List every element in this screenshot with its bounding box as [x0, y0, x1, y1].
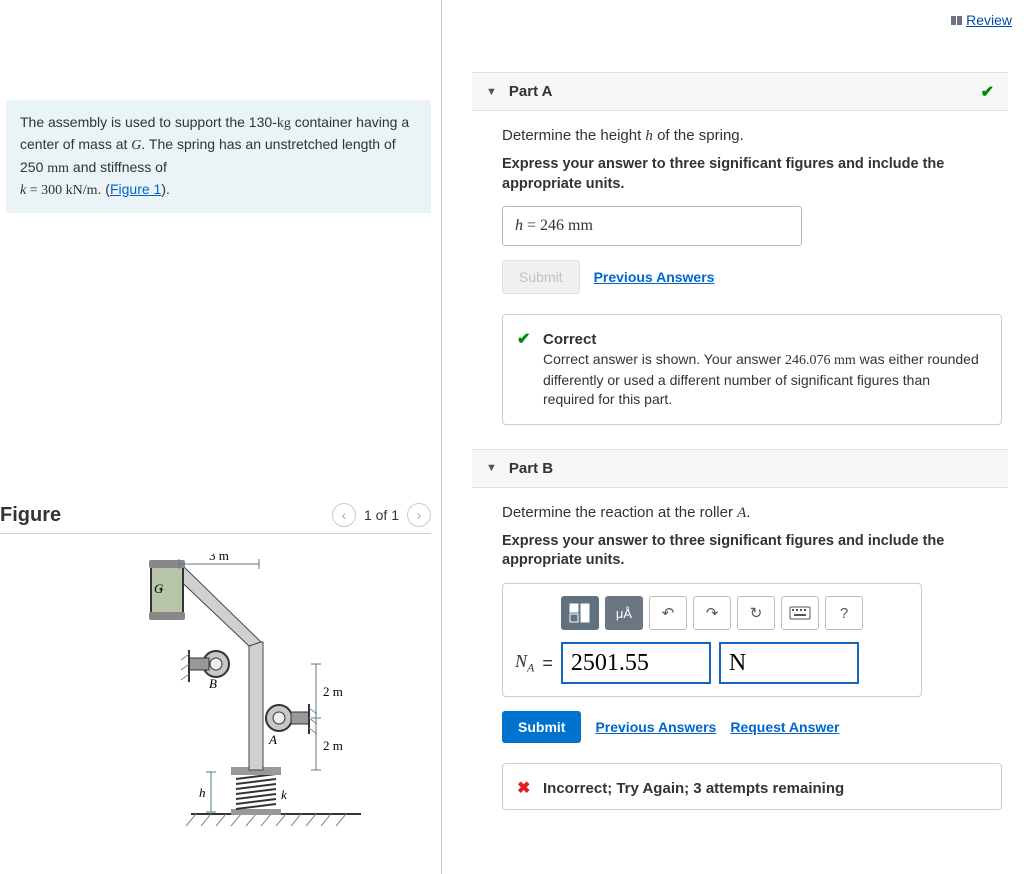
undo-button[interactable]: ↶	[649, 596, 687, 630]
figure-section: Figure ‹ 1 of 1 ›	[0, 503, 441, 837]
check-icon: ✔	[981, 82, 994, 102]
svg-text:k: k	[281, 787, 287, 802]
feedback-title: Correct	[543, 331, 596, 348]
part-a-feedback: ✔ Correct Correct answer is shown. Your …	[502, 314, 1002, 425]
reset-button[interactable]: ↻	[737, 596, 775, 630]
x-icon: ✖	[517, 778, 530, 800]
part-b-section: ▼ Part B Determine the reaction at the r…	[472, 449, 1008, 810]
part-b-prompt: Determine the reaction at the roller A.	[502, 504, 1002, 522]
figure-link[interactable]: Figure 1	[110, 181, 161, 197]
part-b-instructions: Express your answer to three significant…	[502, 532, 1002, 571]
feedback-text: Incorrect; Try Again; 3 attempts remaini…	[543, 780, 844, 797]
figure-count: 1 of 1	[364, 507, 399, 523]
previous-answers-link[interactable]: Previous Answers	[594, 269, 715, 285]
part-a-title: Part A	[509, 83, 553, 100]
problem-text: The assembly is used to support the 130-	[20, 114, 277, 130]
unit-kg: kg	[277, 116, 291, 131]
part-a-answer-box: h = 246 mm	[502, 206, 802, 246]
problem-text: and stiffness of	[69, 159, 167, 175]
unit-input[interactable]	[719, 642, 859, 684]
problem-text: . (	[98, 181, 110, 197]
request-answer-link[interactable]: Request Answer	[730, 719, 839, 735]
part-b-header[interactable]: ▼ Part B	[472, 449, 1008, 488]
answer-input-row: NA =	[515, 642, 909, 684]
feedback-value: 246.076 mm	[785, 353, 856, 368]
collapse-icon: ▼	[486, 86, 497, 98]
problem-statement: The assembly is used to support the 130-…	[6, 100, 431, 213]
var-g: G	[131, 138, 141, 153]
redo-button[interactable]: ↷	[693, 596, 731, 630]
svg-text:A: A	[268, 732, 277, 747]
keyboard-button[interactable]	[781, 596, 819, 630]
part-a-instructions: Express your answer to three significant…	[502, 155, 1002, 194]
answer-variable: NA	[515, 651, 534, 676]
check-icon: ✔	[517, 329, 530, 351]
collapse-icon: ▼	[486, 462, 497, 474]
part-b-feedback: ✖ Incorrect; Try Again; 3 attempts remai…	[502, 763, 1002, 810]
eq-text: = 300	[26, 183, 65, 198]
figure-prev-button[interactable]: ‹	[332, 503, 356, 527]
left-panel: The assembly is used to support the 130-…	[0, 0, 442, 874]
submit-button: Submit	[502, 260, 580, 294]
svg-text:3 m: 3 m	[209, 554, 229, 563]
answer-input-panel: μÅ ↶ ↷ ↻ ? NA =	[502, 583, 922, 697]
feedback-text: Correct answer is shown. Your answer	[543, 351, 785, 367]
svg-text:2 m: 2 m	[323, 738, 343, 753]
figure-diagram: G 3 m B	[0, 544, 431, 837]
book-icon	[951, 16, 962, 25]
svg-text:B: B	[209, 676, 217, 691]
unit-mm: mm	[47, 161, 69, 176]
part-a-section: ▼ Part A ✔ Determine the height h of the…	[472, 72, 1008, 425]
submit-button[interactable]: Submit	[502, 711, 581, 743]
unit-knm: kN/m	[66, 183, 98, 198]
equation-toolbar: μÅ ↶ ↷ ↻ ?	[515, 596, 909, 630]
previous-answers-link[interactable]: Previous Answers	[595, 719, 716, 735]
svg-text:h: h	[199, 785, 206, 800]
problem-text: ).	[161, 181, 170, 197]
help-button[interactable]: ?	[825, 596, 863, 630]
part-a-header[interactable]: ▼ Part A ✔	[472, 72, 1008, 111]
review-link[interactable]: Review	[951, 12, 1012, 28]
right-panel: Review ▼ Part A ✔ Determine the height h…	[442, 0, 1024, 874]
figure-next-button[interactable]: ›	[407, 503, 431, 527]
equals-sign: =	[542, 653, 553, 674]
template-tool-button[interactable]	[561, 596, 599, 630]
part-b-title: Part B	[509, 460, 553, 477]
svg-text:2 m: 2 m	[323, 684, 343, 699]
review-label: Review	[966, 12, 1012, 28]
figure-title: Figure	[0, 504, 61, 527]
value-input[interactable]	[561, 642, 711, 684]
svg-text:G: G	[154, 581, 164, 596]
units-tool-button[interactable]: μÅ	[605, 596, 643, 630]
part-a-prompt: Determine the height h of the spring.	[502, 127, 1002, 145]
